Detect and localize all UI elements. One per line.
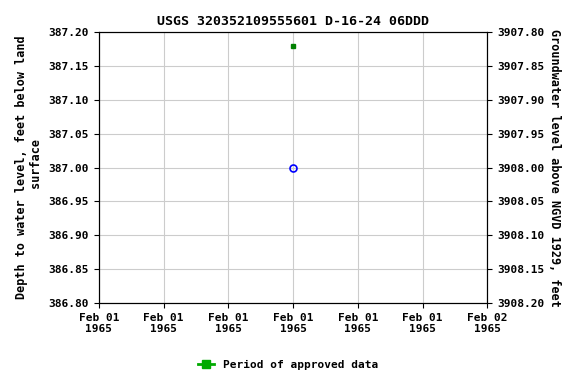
Y-axis label: Depth to water level, feet below land
 surface: Depth to water level, feet below land su… bbox=[15, 36, 43, 300]
Legend: Period of approved data: Period of approved data bbox=[193, 356, 383, 375]
Y-axis label: Groundwater level above NGVD 1929, feet: Groundwater level above NGVD 1929, feet bbox=[548, 28, 561, 306]
Title: USGS 320352109555601 D-16-24 06DDD: USGS 320352109555601 D-16-24 06DDD bbox=[157, 15, 429, 28]
